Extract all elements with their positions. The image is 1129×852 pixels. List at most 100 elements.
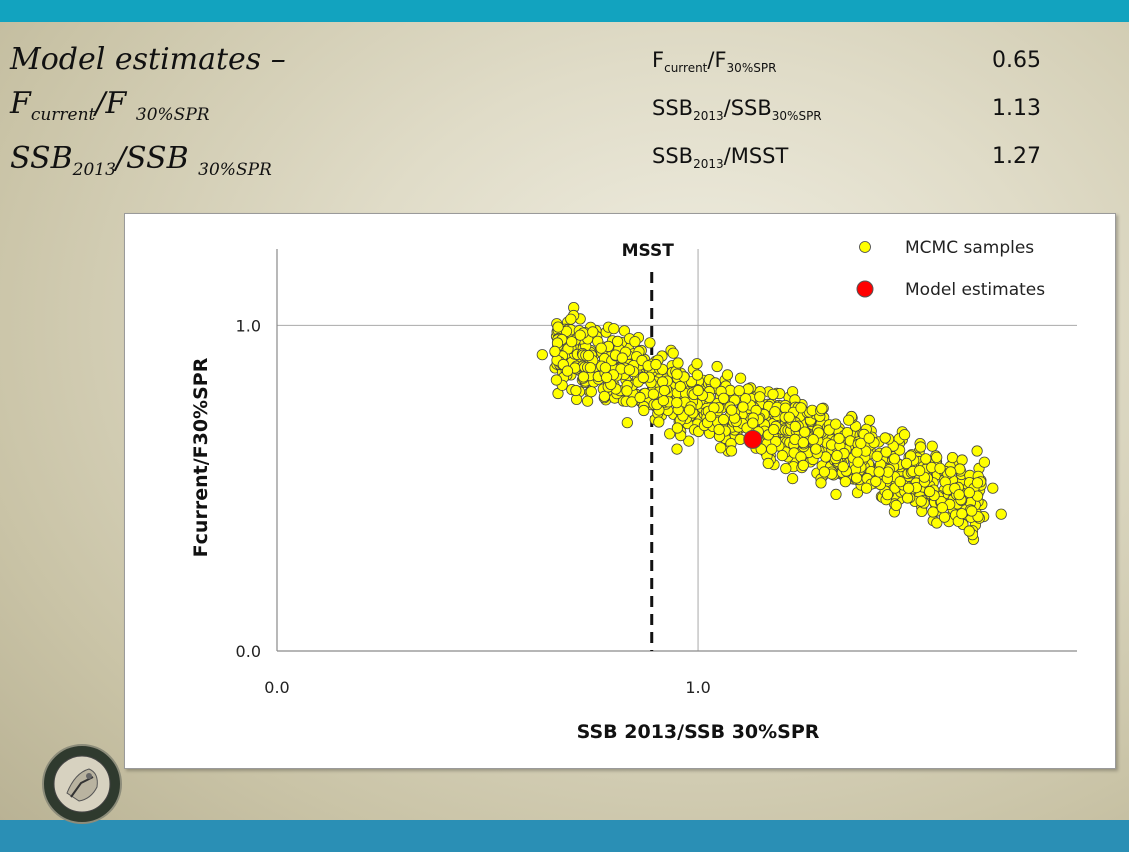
mcmc-point xyxy=(585,363,595,373)
mcmc-point xyxy=(880,433,890,443)
legend-mcmc-marker xyxy=(860,242,871,253)
stat-den: /SSB xyxy=(724,96,772,120)
mcmc-point xyxy=(693,385,703,395)
mcmc-point xyxy=(684,405,694,415)
mcmc-point xyxy=(937,503,947,513)
mcmc-point xyxy=(819,467,829,477)
mcmc-point xyxy=(706,411,716,421)
title-f-base: F xyxy=(10,86,31,121)
mcmc-point xyxy=(755,392,765,402)
stat-label: Fcurrent/F30%SPR xyxy=(652,48,776,75)
mcmc-point xyxy=(550,346,560,356)
mcmc-point xyxy=(537,350,547,360)
mcmc-point xyxy=(566,314,576,324)
stat-value: 0.65 xyxy=(992,48,1041,73)
mcmc-point xyxy=(734,386,744,396)
mcmc-point xyxy=(861,483,871,493)
mcmc-point xyxy=(718,414,728,424)
stat-den-sub: 30%SPR xyxy=(727,61,777,75)
mcmc-point xyxy=(612,336,622,346)
top-accent-bar xyxy=(0,0,1129,22)
mcmc-point xyxy=(727,405,737,415)
mcmc-point xyxy=(979,457,989,467)
x-tick-label: 1.0 xyxy=(685,678,710,697)
mcmc-point xyxy=(954,490,964,500)
mcmc-point xyxy=(582,396,592,406)
mcmc-point xyxy=(635,392,645,402)
mcmc-point xyxy=(673,358,683,368)
mcmc-point xyxy=(935,463,945,473)
mcmc-point xyxy=(947,452,957,462)
mcmc-point xyxy=(777,450,787,460)
mcmc-point xyxy=(996,509,1006,519)
mcmc-point xyxy=(600,363,610,373)
title-ssb-denom-sub: 30%SPR xyxy=(198,160,272,180)
mcmc-point xyxy=(596,343,606,353)
mcmc-point xyxy=(864,433,874,443)
stat-num-sub: current xyxy=(664,61,707,75)
mcmc-point xyxy=(675,381,685,391)
mcmc-point xyxy=(571,385,581,395)
title-ssb-sub: 2013 xyxy=(73,160,116,180)
stat-num: F xyxy=(652,48,664,72)
mcmc-point xyxy=(562,366,572,376)
mcmc-point xyxy=(872,451,882,461)
stat-row-ssb: SSB2013/SSB30%SPR 1.13 xyxy=(652,96,1072,144)
mcmc-point xyxy=(551,375,561,385)
mcmc-point xyxy=(553,322,563,332)
mcmc-point xyxy=(939,512,949,522)
mcmc-point xyxy=(871,476,881,486)
mcmc-point xyxy=(781,463,791,473)
mcmc-point xyxy=(800,427,810,437)
mcmc-point xyxy=(967,506,977,516)
mcmc-point xyxy=(654,417,664,427)
stat-label: SSB2013/SSB30%SPR xyxy=(652,96,822,123)
mcmc-point xyxy=(889,454,899,464)
x-tick-label: 0.0 xyxy=(264,678,289,697)
stat-row-f: Fcurrent/F30%SPR 0.65 xyxy=(652,48,1072,96)
mcmc-point xyxy=(838,462,848,472)
mcmc-point xyxy=(899,430,909,440)
y-tick-label: 0.0 xyxy=(236,642,261,661)
mcmc-point xyxy=(586,387,596,397)
mcmc-point xyxy=(588,327,598,337)
title-line-3: SSB2013/SSB 30%SPR xyxy=(10,137,286,192)
y-tick-label: 1.0 xyxy=(236,316,261,335)
stat-num-sub: 2013 xyxy=(693,109,724,123)
mcmc-point xyxy=(832,450,842,460)
y-axis-title: Fcurrent/F30%SPR xyxy=(190,357,212,557)
stat-den: /MSST xyxy=(724,144,789,168)
mcmc-point xyxy=(831,419,841,429)
mcmc-point xyxy=(712,361,722,371)
stat-num: SSB xyxy=(652,96,693,120)
mcmc-point xyxy=(645,338,655,348)
mcmc-point xyxy=(668,348,678,358)
mcmc-point xyxy=(946,467,956,477)
mcmc-point xyxy=(578,372,588,382)
mcmc-point xyxy=(853,457,863,467)
mcmc-point xyxy=(599,391,609,401)
mcmc-point xyxy=(902,493,912,503)
legend-mcmc-label: MCMC samples xyxy=(905,238,1034,258)
mcmc-point xyxy=(957,509,967,519)
scatter-chart: MSST 0.00.0 1.0 1.0 SSB 2013/SSB 30%SPR Fcur… xyxy=(125,214,1115,768)
mcmc-point xyxy=(796,403,806,413)
mcmc-point xyxy=(915,442,925,452)
mcmc-point xyxy=(844,415,854,425)
mcmc-point xyxy=(932,452,942,462)
mcmc-point xyxy=(891,500,901,510)
mcmc-point xyxy=(964,526,974,536)
mcmc-point xyxy=(748,418,758,428)
mcmc-point xyxy=(583,350,593,360)
mcmc-point xyxy=(816,478,826,488)
mcmc-point xyxy=(817,404,827,414)
mcmc-point xyxy=(787,473,797,483)
mcmc-point xyxy=(738,402,748,412)
mcmc-point xyxy=(722,370,732,380)
mcmc-point xyxy=(972,446,982,456)
mcmc-point xyxy=(672,444,682,454)
mcmc-point xyxy=(767,444,777,454)
mcmc-point xyxy=(609,324,619,334)
mcmc-point xyxy=(769,424,779,434)
mcmc-point xyxy=(716,443,726,453)
